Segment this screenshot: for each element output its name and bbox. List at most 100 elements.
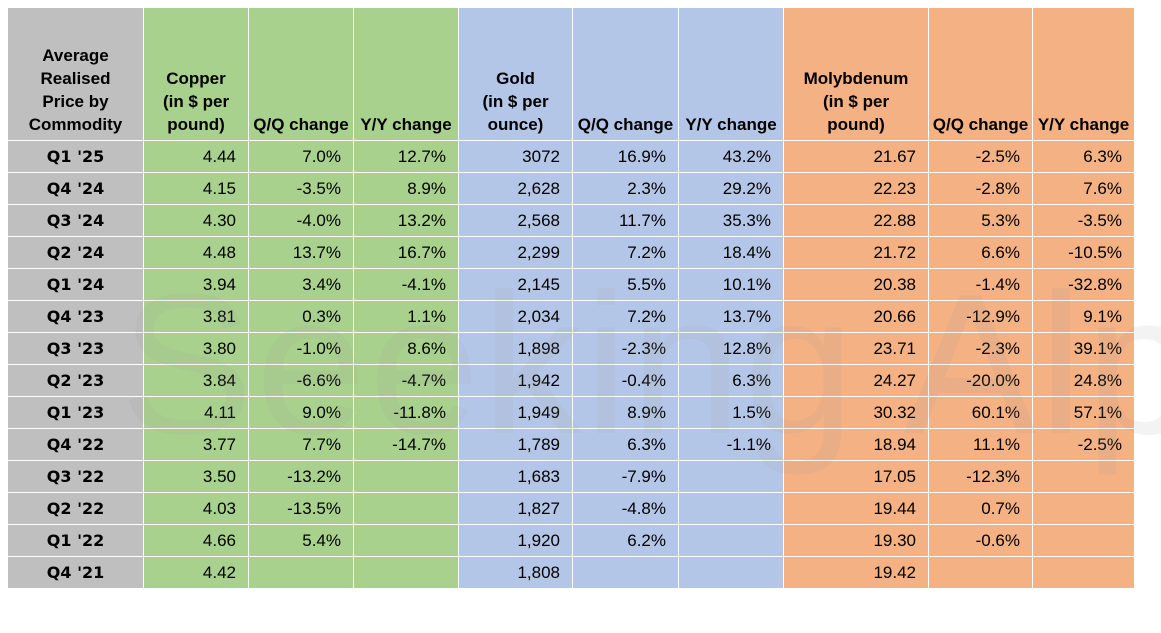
cell-moly: 23.71: [783, 332, 929, 365]
table-row: Q1 '23 4.11 9.0% -11.8% 1,949 8.9% 1.5% 30.32 60…: [7, 396, 1135, 429]
cell-moly-qq: -12.9%: [928, 300, 1033, 333]
column-header-moly: Molybdenum (in $ per pound): [783, 7, 929, 141]
cell-gold: 1,808: [458, 556, 573, 589]
cell-moly-yy: 24.8%: [1032, 364, 1135, 397]
cell-moly-yy: [1032, 460, 1135, 493]
table-row: Q4 '22 3.77 7.7% -14.7% 1,789 6.3% -1.1% 18.94 1…: [7, 428, 1135, 461]
cell-moly-qq: -20.0%: [928, 364, 1033, 397]
cell-moly: 21.67: [783, 140, 929, 173]
cell-gold: 1,898: [458, 332, 573, 365]
cell-moly-qq: 5.3%: [928, 204, 1033, 237]
table-row: Q1 '24 3.94 3.4% -4.1% 2,145 5.5% 10.1% 20.38 -1…: [7, 268, 1135, 301]
row-label: Q4 '22: [7, 428, 144, 461]
cell-gold-qq: 11.7%: [572, 204, 679, 237]
cell-copper-qq: [248, 556, 354, 589]
cell-copper: 4.11: [143, 396, 249, 429]
cell-gold-qq: -4.8%: [572, 492, 679, 525]
cell-moly: 17.05: [783, 460, 929, 493]
cell-copper: 4.48: [143, 236, 249, 269]
cell-gold: 2,568: [458, 204, 573, 237]
cell-gold-qq: -7.9%: [572, 460, 679, 493]
cell-copper: 4.66: [143, 524, 249, 557]
table-row: Q3 '24 4.30 -4.0% 13.2% 2,568 11.7% 35.3% 22.88…: [7, 204, 1135, 237]
row-label: Q1 '24: [7, 268, 144, 301]
cell-copper-qq: 5.4%: [248, 524, 354, 557]
table-row: Q1 '25 4.44 7.0% 12.7% 3072 16.9% 43.2% 21.67 -2…: [7, 140, 1135, 173]
table-row: Q2 '22 4.03 -13.5% 1,827 -4.8% 19.44 0.7%: [7, 492, 1135, 525]
cell-gold: 2,628: [458, 172, 573, 205]
column-header-copper-yy: Y/Y change: [353, 7, 459, 141]
cell-gold-yy: -1.1%: [678, 428, 784, 461]
cell-gold-qq: 8.9%: [572, 396, 679, 429]
cell-moly-yy: -32.8%: [1032, 268, 1135, 301]
cell-copper: 3.80: [143, 332, 249, 365]
cell-copper-yy: 13.2%: [353, 204, 459, 237]
cell-copper-qq: -3.5%: [248, 172, 354, 205]
cell-gold-qq: [572, 556, 679, 589]
cell-moly-qq: -2.8%: [928, 172, 1033, 205]
cell-copper-yy: -14.7%: [353, 428, 459, 461]
cell-copper: 3.84: [143, 364, 249, 397]
cell-gold-qq: 7.2%: [572, 236, 679, 269]
cell-copper-yy: [353, 492, 459, 525]
commodity-price-table-wrapper: Average Realised Price by Commodity Copper (i…: [7, 7, 1135, 589]
cell-gold: 2,145: [458, 268, 573, 301]
row-label: Q3 '24: [7, 204, 144, 237]
cell-gold-yy: 12.8%: [678, 332, 784, 365]
cell-gold-qq: 16.9%: [572, 140, 679, 173]
row-label: Q1 '22: [7, 524, 144, 557]
cell-moly-yy: 57.1%: [1032, 396, 1135, 429]
cell-gold-yy: 29.2%: [678, 172, 784, 205]
cell-moly-yy: 6.3%: [1032, 140, 1135, 173]
cell-moly: 21.72: [783, 236, 929, 269]
table-row: Q2 '23 3.84 -6.6% -4.7% 1,942 -0.4% 6.3% 24.27-…: [7, 364, 1135, 397]
header-row: Average Realised Price by Commodity Copper (i…: [7, 7, 1135, 141]
cell-copper-yy: [353, 524, 459, 557]
cell-copper-yy: 8.6%: [353, 332, 459, 365]
cell-moly-qq: 0.7%: [928, 492, 1033, 525]
cell-moly: 19.42: [783, 556, 929, 589]
table-row: Q3 '22 3.50 -13.2% 1,683 -7.9% 17.05 -12.3%: [7, 460, 1135, 493]
cell-gold-yy: [678, 556, 784, 589]
cell-copper-yy: -11.8%: [353, 396, 459, 429]
cell-copper-yy: 8.9%: [353, 172, 459, 205]
table-row: Q4 '24 4.15 -3.5% 8.9% 2,628 2.3% 29.2% 22.23 -2…: [7, 172, 1135, 205]
cell-moly-yy: -2.5%: [1032, 428, 1135, 461]
cell-moly: 30.32: [783, 396, 929, 429]
column-header-gold: Gold (in $ per ounce): [458, 7, 573, 141]
cell-copper: 3.94: [143, 268, 249, 301]
cell-gold-yy: 6.3%: [678, 364, 784, 397]
top-gridline: [0, 0, 1161, 6]
cell-moly-qq: -1.4%: [928, 268, 1033, 301]
table-row: Q4 '21 4.42 1,808 19.42: [7, 556, 1135, 589]
table-row: Q4 '23 3.81 0.3% 1.1% 2,034 7.2% 13.7% 20.66 -12…: [7, 300, 1135, 333]
cell-gold-yy: [678, 460, 784, 493]
cell-gold-yy: 10.1%: [678, 268, 784, 301]
table-row: Q3 '23 3.80 -1.0% 8.6% 1,898 -2.3% 12.8% 23.71-…: [7, 332, 1135, 365]
cell-moly-yy: [1032, 492, 1135, 525]
cell-moly-qq: 60.1%: [928, 396, 1033, 429]
cell-gold: 3072: [458, 140, 573, 173]
cell-copper-qq: -1.0%: [248, 332, 354, 365]
cell-moly-qq: -2.5%: [928, 140, 1033, 173]
cell-moly-qq: [928, 556, 1033, 589]
cell-moly: 19.44: [783, 492, 929, 525]
cell-copper-qq: 7.7%: [248, 428, 354, 461]
cell-gold-qq: 6.3%: [572, 428, 679, 461]
cell-gold: 1,789: [458, 428, 573, 461]
column-header-moly-yy: Y/Y change: [1032, 7, 1135, 141]
column-header-gold-qq: Q/Q change: [572, 7, 679, 141]
cell-copper-yy: 12.7%: [353, 140, 459, 173]
column-header-copper: Copper (in $ per pound): [143, 7, 249, 141]
cell-copper: 3.81: [143, 300, 249, 333]
row-label: Q4 '24: [7, 172, 144, 205]
cell-gold-yy: 18.4%: [678, 236, 784, 269]
cell-copper-qq: -4.0%: [248, 204, 354, 237]
cell-moly: 24.27: [783, 364, 929, 397]
cell-moly-qq: 6.6%: [928, 236, 1033, 269]
cell-copper: 4.03: [143, 492, 249, 525]
cell-gold: 1,942: [458, 364, 573, 397]
cell-copper-qq: -13.2%: [248, 460, 354, 493]
cell-copper: 4.15: [143, 172, 249, 205]
cell-gold: 2,299: [458, 236, 573, 269]
